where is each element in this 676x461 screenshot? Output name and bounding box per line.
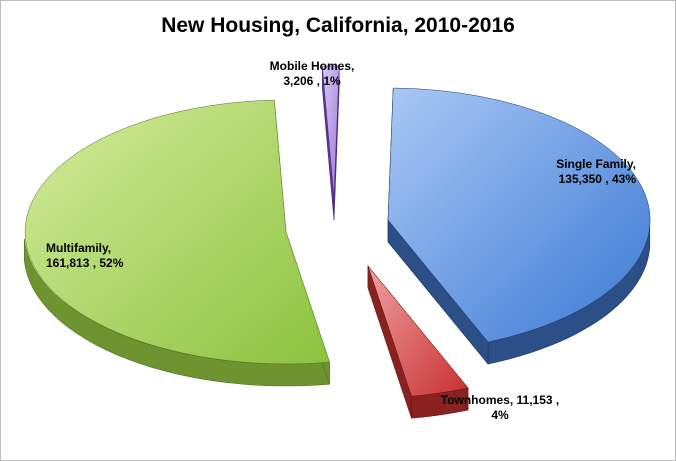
- slice-townhomes: [367, 265, 469, 419]
- slice-top-multifamily: [24, 99, 330, 365]
- data-label-multifamily: Multifamily, 161,813 , 52%: [46, 241, 124, 270]
- data-label-townhomes: Townhomes, 11,153 , 4%: [441, 393, 560, 422]
- slice-single-family: [387, 87, 651, 365]
- slice-multifamily: [24, 99, 330, 387]
- data-label-mobile-homes: Mobile Homes, 3,206 , 1%: [270, 59, 355, 88]
- slice-mobile-homes: [322, 65, 340, 221]
- slice-top-mobile-homes: [322, 65, 340, 199]
- data-label-single-family: Single Family, 135,350 , 43%: [556, 157, 636, 186]
- slice-top-townhomes: [367, 265, 469, 397]
- slice-top-single-family: [387, 87, 651, 343]
- chart-title: New Housing, California, 2010-2016: [161, 14, 515, 37]
